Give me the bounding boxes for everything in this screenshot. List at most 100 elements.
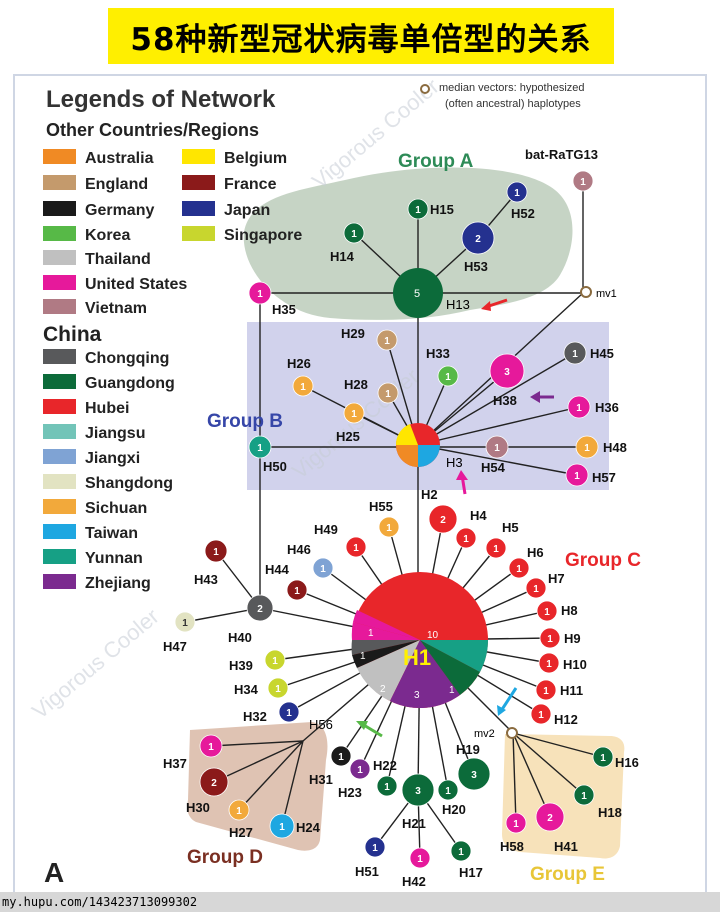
svg-text:10: 10 [427,630,439,641]
group-d-region [187,722,328,851]
svg-text:2: 2 [475,234,481,245]
svg-text:H15: H15 [430,202,454,217]
node-H16: 1 H16 [592,746,639,770]
svg-text:1: 1 [338,752,344,763]
svg-text:2: 2 [380,684,386,695]
svg-text:H49: H49 [314,522,338,537]
node-H58: 1 H58 [500,812,527,854]
node-H7: 1 H7 [525,571,565,599]
legend-item: Shangdong [43,474,173,492]
panel-letter: A [44,857,64,888]
group-e-region [502,734,625,859]
svg-text:1: 1 [279,822,285,833]
node-H34: 1 H34 [234,677,289,699]
svg-text:1: 1 [372,843,378,854]
svg-text:1: 1 [538,710,544,721]
node-H44: 1 H44 [265,562,308,601]
svg-text:2: 2 [257,604,263,615]
legend-item: Belgium [182,149,287,167]
svg-text:H36: H36 [595,400,619,415]
svg-text:H6: H6 [527,545,544,560]
node-H56: H56 [309,717,333,732]
svg-text:H12: H12 [554,712,578,727]
node-H14: 1 H14 [330,222,365,264]
legend-item: Sichuan [43,499,147,517]
svg-text:Japan: Japan [224,202,270,219]
svg-text:1: 1 [385,389,391,400]
legend-item: Zhejiang [43,574,151,592]
svg-text:H41: H41 [554,839,578,854]
svg-text:Shangdong: Shangdong [85,475,173,492]
node-H54: 1 H54 [481,435,509,475]
group-d-label: Group D [187,847,263,868]
svg-text:1: 1 [543,686,549,697]
svg-text:1: 1 [449,685,455,696]
svg-text:Jiangxi: Jiangxi [85,450,140,467]
node-H55: 1 H55 [369,499,400,538]
title-banner: 58种新型冠状病毒单倍型的关系 [108,8,614,64]
legend-item: Jiangsu [43,424,145,442]
svg-text:1: 1 [600,753,606,764]
node-H28: 1 H28 [344,377,399,404]
svg-text:H51: H51 [355,864,379,879]
svg-text:mv2: mv2 [474,728,495,740]
node-H25: 1 H25 [336,402,365,444]
legend-item: Vietnam [43,299,147,317]
group-a-region [243,167,573,320]
svg-text:3: 3 [414,690,420,701]
svg-text:1: 1 [286,708,292,719]
svg-text:Hubei: Hubei [85,400,129,417]
svg-text:1: 1 [384,336,390,347]
svg-text:H25: H25 [336,429,360,444]
node-H51: 1 H51 [355,836,386,879]
svg-text:H43: H43 [194,572,218,587]
group-b-label: Group B [207,411,283,432]
legend-item: Japan [182,201,270,219]
svg-text:3: 3 [471,770,477,781]
svg-text:1: 1 [208,742,214,753]
node-H31: 1 H31 [309,745,352,787]
svg-text:1: 1 [533,584,539,595]
svg-text:median vectors: hypothesized: median vectors: hypothesized [439,82,585,94]
legend-item: Australia [43,149,154,167]
svg-text:H22: H22 [373,758,397,773]
svg-text:1: 1 [236,806,242,817]
legend-item: Guangdong [43,374,175,392]
svg-text:1: 1 [463,534,469,545]
svg-text:H50: H50 [263,459,287,474]
node-H8: 1 H8 [536,600,578,622]
svg-text:Belgium: Belgium [224,150,287,167]
svg-text:H23: H23 [338,785,362,800]
svg-text:H5: H5 [502,520,519,535]
svg-text:H46: H46 [287,542,311,557]
svg-text:1: 1 [384,782,390,793]
legend-item: Korea [43,226,130,244]
svg-text:H44: H44 [265,562,290,577]
svg-text:H58: H58 [500,839,524,854]
group-a-label: Group A [398,151,474,172]
svg-text:H54: H54 [481,460,506,475]
svg-text:1: 1 [272,656,278,667]
svg-text:1: 1 [458,847,464,858]
svg-text:2: 2 [547,813,553,824]
svg-text:H19: H19 [456,742,480,757]
median-vector-note: median vectors: hypothesized (often ance… [420,82,585,110]
svg-text:H29: H29 [341,326,365,341]
node-H49: 1 H49 [314,522,367,558]
node-H27: 1 H27 [228,799,253,840]
svg-text:1: 1 [584,443,590,454]
svg-text:1: 1 [182,618,188,629]
legend-item: Yunnan [43,549,143,567]
legend-item: Thailand [43,250,151,268]
svg-text:1: 1 [257,289,263,300]
svg-text:H30: H30 [186,800,210,815]
svg-text:1: 1 [368,628,374,639]
node-H18: 1 H18 [573,784,622,820]
legend-item: England [43,175,148,193]
svg-text:H34: H34 [234,682,259,697]
svg-text:Thailand: Thailand [85,251,151,268]
